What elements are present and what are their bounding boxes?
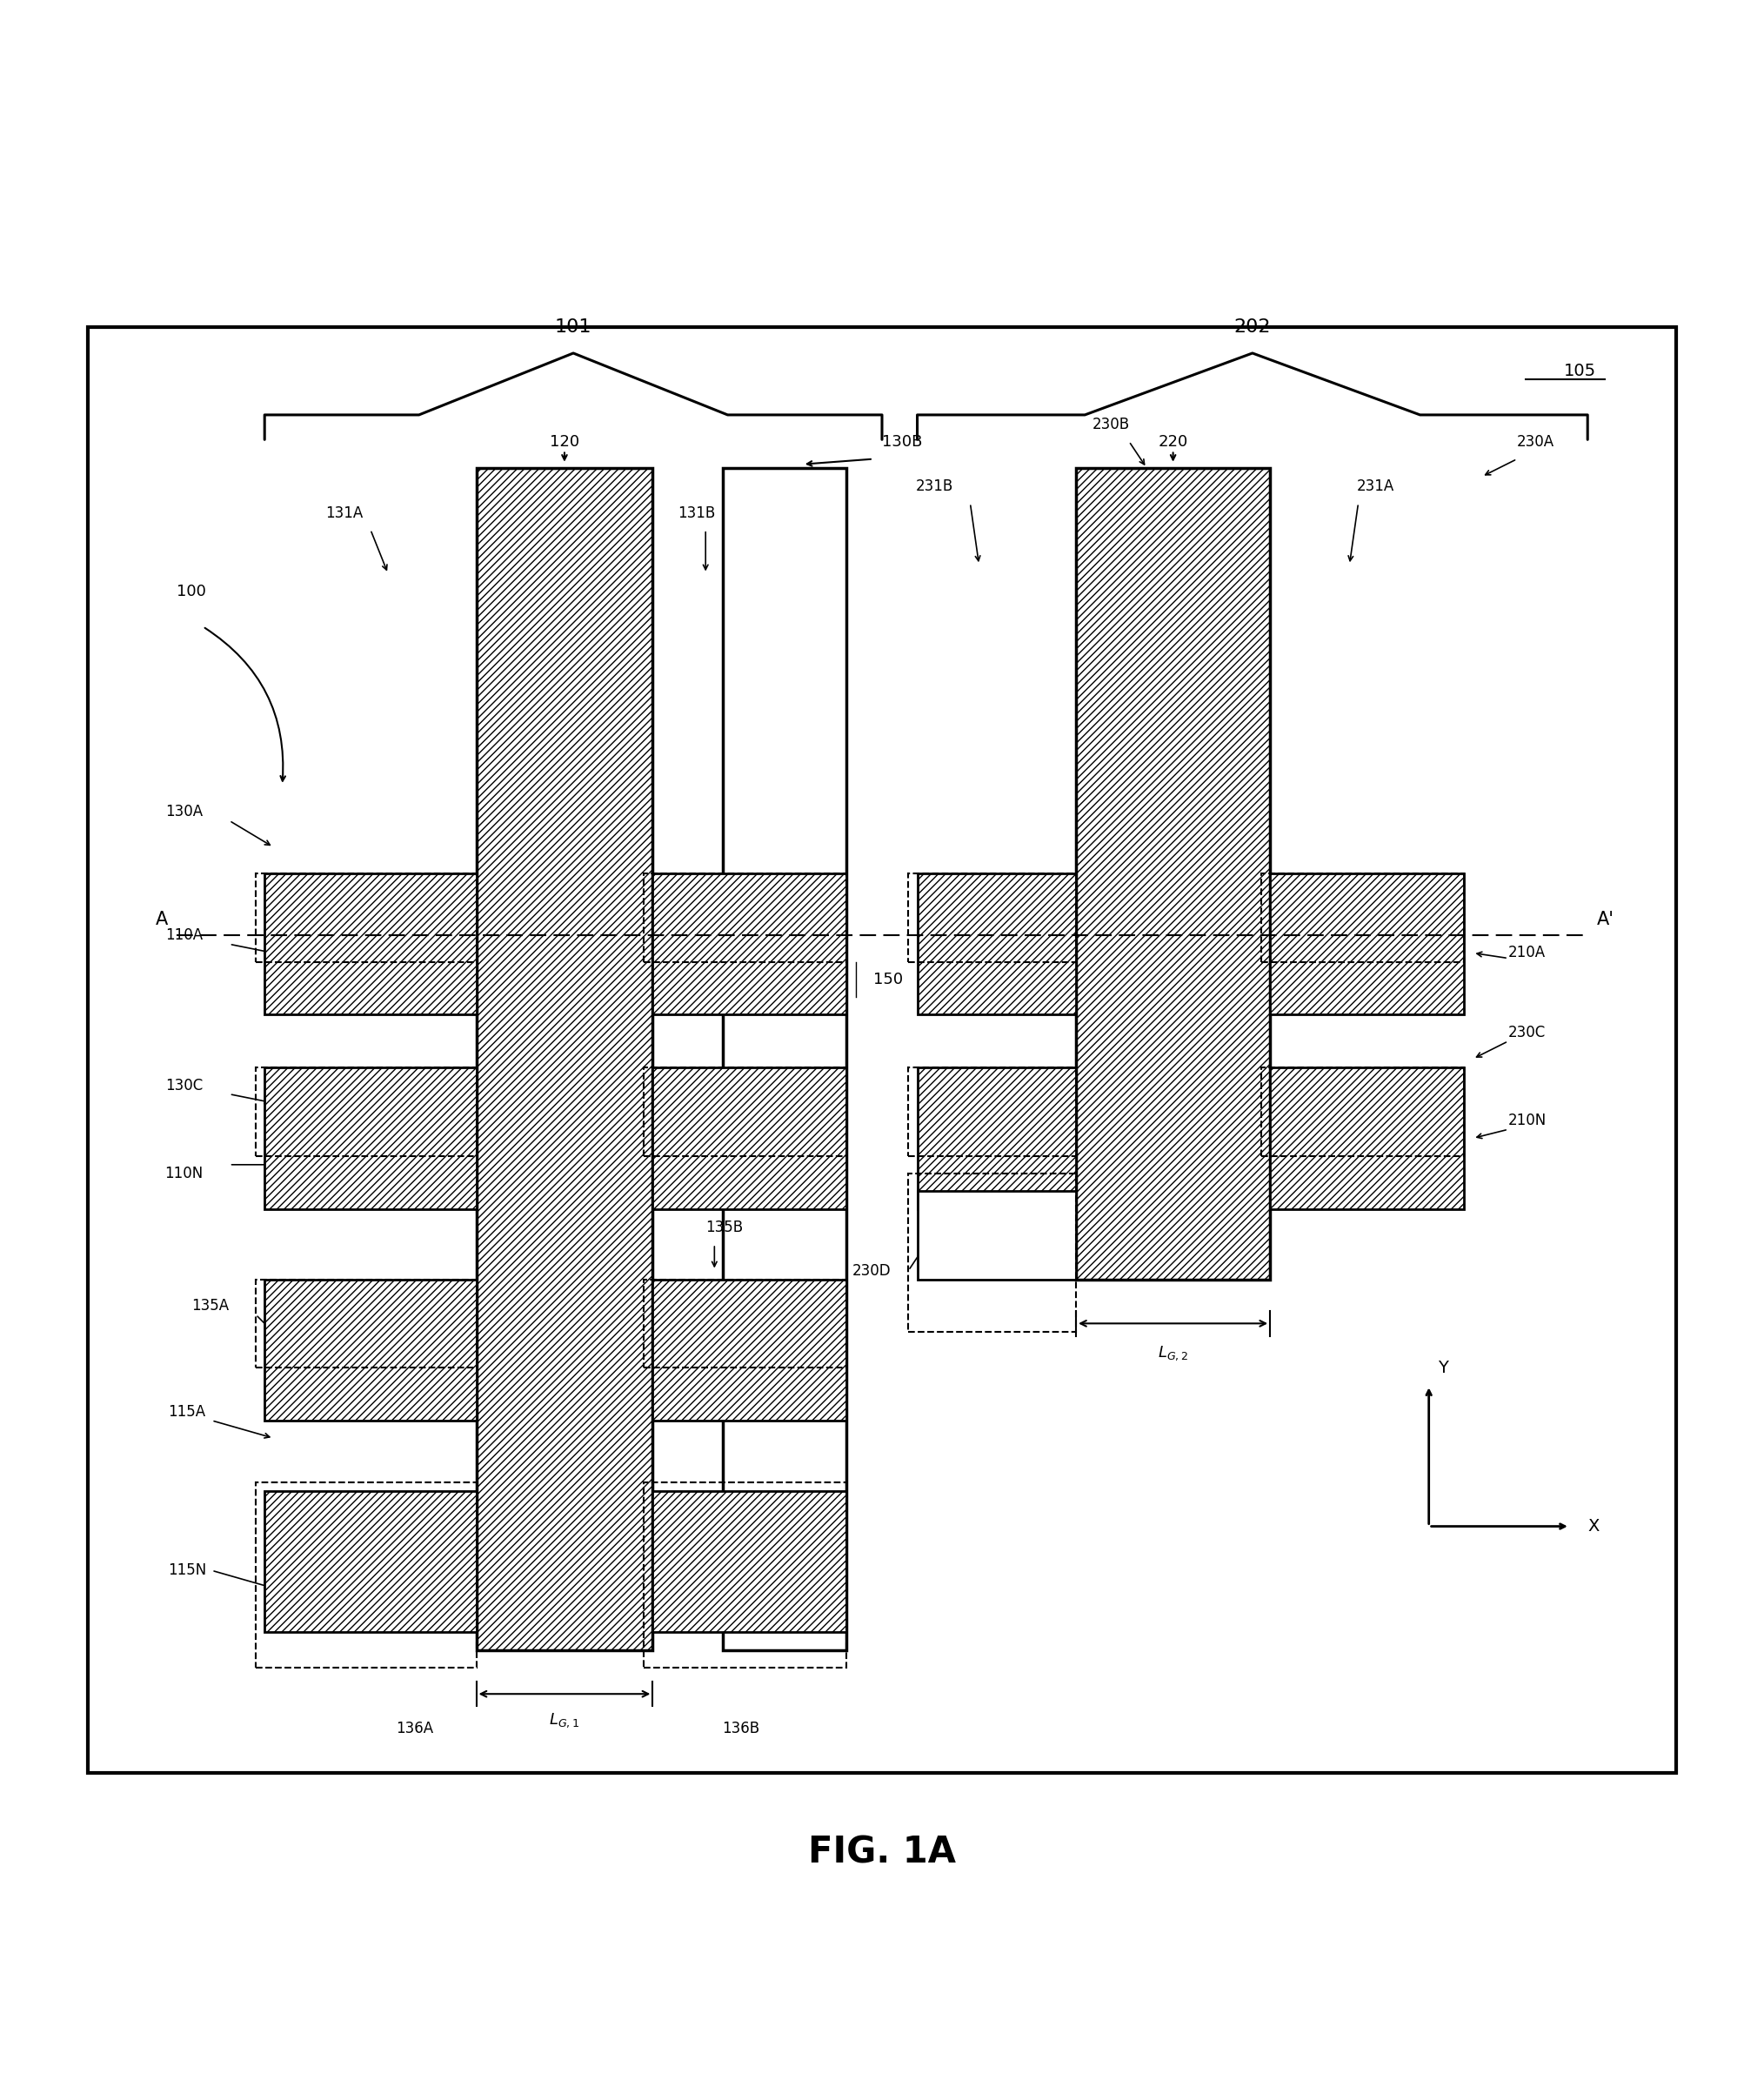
Text: 230B: 230B	[1092, 418, 1131, 433]
Bar	[1270, 1067, 1464, 1210]
Text: 230D: 230D	[852, 1262, 891, 1279]
Bar	[653, 874, 847, 1014]
Text: 231B: 231B	[916, 479, 954, 493]
Text: A': A'	[1596, 911, 1614, 928]
Bar	[653, 1279, 847, 1420]
Text: $L_{G,1}$: $L_{G,1}$	[549, 1711, 580, 1730]
Text: 120: 120	[550, 435, 579, 449]
Text: 110A: 110A	[166, 928, 203, 943]
Text: 130D: 130D	[706, 1149, 744, 1166]
Text: 115A: 115A	[168, 1403, 205, 1420]
Text: 231A: 231A	[1357, 479, 1395, 493]
Bar	[256, 1279, 476, 1367]
Bar	[1261, 874, 1464, 962]
Bar	[908, 1174, 1076, 1331]
Text: 202: 202	[1235, 317, 1270, 336]
Bar	[1270, 874, 1464, 1014]
Text: 136B: 136B	[721, 1720, 760, 1737]
Bar	[917, 1067, 1076, 1210]
Bar	[256, 874, 476, 962]
Bar	[265, 1279, 476, 1420]
Text: 130C: 130C	[166, 1077, 203, 1094]
Bar	[1261, 1067, 1464, 1155]
Text: 110N: 110N	[164, 1166, 203, 1182]
Text: X: X	[1588, 1518, 1600, 1535]
Bar	[644, 1483, 847, 1667]
Bar	[88, 328, 1676, 1772]
Bar	[265, 874, 476, 1014]
Text: 230C: 230C	[1508, 1025, 1545, 1039]
Text: 136A: 136A	[395, 1720, 434, 1737]
Bar	[265, 1067, 476, 1210]
Text: 135B: 135B	[706, 1220, 743, 1235]
Bar	[476, 468, 653, 1651]
Bar	[256, 1483, 476, 1667]
Bar	[265, 1491, 476, 1632]
Bar	[908, 1067, 1076, 1155]
Bar	[1076, 468, 1270, 1279]
Text: 130B: 130B	[882, 435, 923, 449]
Text: 101: 101	[556, 317, 591, 336]
Text: A: A	[155, 911, 168, 928]
Text: 131A: 131A	[325, 506, 363, 521]
Bar	[917, 874, 1076, 1014]
Text: 135A: 135A	[192, 1298, 229, 1315]
Text: 220: 220	[1159, 435, 1187, 449]
Text: FIG. 1A: FIG. 1A	[808, 1835, 956, 1871]
Bar	[644, 874, 847, 962]
Text: Y: Y	[1438, 1361, 1448, 1376]
Bar	[644, 1067, 847, 1155]
Bar	[256, 1067, 476, 1155]
Text: 105: 105	[1565, 363, 1596, 378]
Bar	[917, 1191, 1076, 1279]
Bar	[723, 468, 847, 1651]
Text: 115N: 115N	[168, 1562, 206, 1579]
Bar	[653, 1067, 847, 1210]
Bar	[644, 1279, 847, 1367]
Bar	[653, 1491, 847, 1632]
Text: 230A: 230A	[1517, 435, 1554, 449]
Text: $L_{G,2}$: $L_{G,2}$	[1157, 1344, 1189, 1363]
Text: 131B: 131B	[677, 506, 716, 521]
Text: 130A: 130A	[166, 804, 203, 819]
Bar	[908, 874, 1076, 962]
Text: 210A: 210A	[1508, 945, 1545, 962]
Text: 150: 150	[873, 972, 903, 987]
Text: 210N: 210N	[1508, 1113, 1547, 1128]
Text: 100: 100	[176, 584, 206, 598]
